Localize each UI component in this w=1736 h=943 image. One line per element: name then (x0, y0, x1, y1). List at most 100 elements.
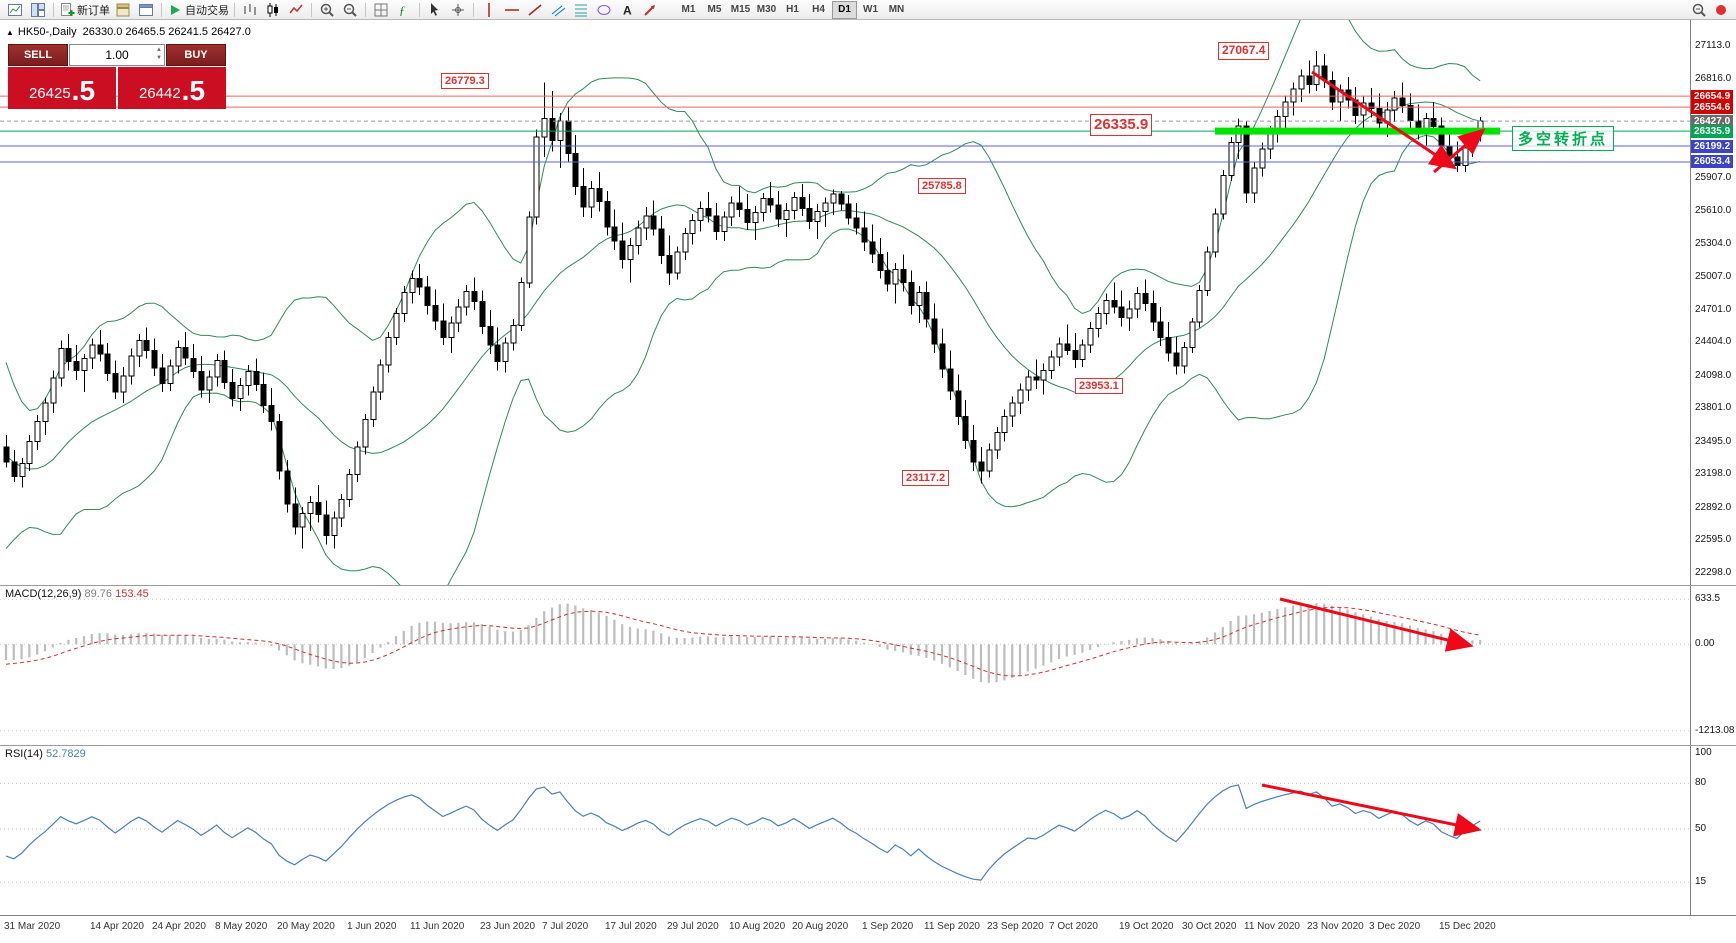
timeframe-group: M1 M5 M15 M30 H1 H4 D1 W1 MN (676, 0, 909, 19)
candlestick-chart-button[interactable] (262, 0, 284, 20)
horizontal-line-button[interactable] (501, 0, 523, 20)
time-axis-label: 29 Jul 2020 (667, 921, 719, 932)
volume-stepper[interactable]: ▲ ▼ (156, 46, 162, 62)
annotation-label[interactable]: 多空转折点 (1512, 126, 1615, 151)
volume-down-icon[interactable]: ▼ (156, 55, 162, 61)
data-window-button[interactable] (135, 0, 157, 20)
buy-button[interactable]: BUY (166, 44, 226, 66)
time-axis-label: 30 Oct 2020 (1182, 921, 1237, 932)
price-axis-label: 22595.0 (1695, 534, 1732, 545)
tile-windows-button[interactable] (370, 0, 392, 20)
arrows-button[interactable] (639, 0, 661, 20)
timeframe-D1[interactable]: D1 (832, 0, 857, 19)
time-axis-label: 14 Apr 2020 (90, 921, 144, 932)
trend-arrow-object[interactable] (1311, 70, 1457, 170)
panel-divider[interactable] (0, 745, 1736, 746)
profiles-button[interactable] (27, 0, 49, 20)
buy-price-display[interactable]: 26442.5 (118, 67, 226, 109)
fibo-icon (573, 2, 589, 18)
price-axis-label: 22892.0 (1695, 502, 1732, 513)
timeframe-M15[interactable]: M15 (730, 4, 751, 15)
macd-axis-label: 0.00 (1695, 638, 1715, 649)
channel-button[interactable] (547, 0, 569, 20)
rsi-trend-arrow[interactable] (1261, 783, 1482, 837)
time-axis[interactable]: 31 Mar 2020 14 Apr 2020 24 Apr 2020 8 May 2… (0, 915, 1736, 943)
trend-arrow-object[interactable] (1433, 128, 1486, 174)
time-axis-label: 1 Jun 2020 (347, 921, 397, 932)
new-chart-button[interactable] (4, 0, 26, 20)
chart-window[interactable]: ▲ HK50-,Daily 26330.0 26465.5 26241.5 2642… (0, 20, 1736, 943)
volume-up-icon[interactable]: ▲ (156, 47, 162, 53)
panel-divider[interactable] (0, 585, 1736, 586)
auto-trading-button[interactable]: 自动交易 (166, 0, 230, 20)
time-axis-label: 31 Mar 2020 (4, 921, 61, 932)
timeframe-W1[interactable]: W1 (863, 4, 878, 15)
new-order-button[interactable]: 新订单 (58, 0, 111, 20)
timeframe-MN[interactable]: MN (888, 4, 905, 15)
macd-panel-canvas (0, 597, 1690, 732)
fibonacci-button[interactable] (570, 0, 592, 20)
support-band-object[interactable] (1215, 127, 1500, 135)
vertical-line-button[interactable] (478, 0, 500, 20)
cursor-button[interactable] (424, 0, 446, 20)
macd-trend-arrow[interactable] (1279, 597, 1474, 652)
hline-icon (504, 2, 520, 18)
rsi-label: RSI(14) 52.7829 (5, 748, 86, 760)
text-button[interactable]: A (616, 0, 638, 20)
price-callout-label[interactable]: 23953.1 (1075, 378, 1123, 395)
alert-indicator[interactable] (1710, 0, 1732, 20)
crosshair-button[interactable] (447, 0, 469, 20)
time-axis-label: 11 Jun 2020 (410, 921, 465, 932)
sell-price-fraction: .5 (71, 75, 96, 106)
timeframe-H1[interactable]: H1 (786, 4, 799, 15)
price-callout-label[interactable]: 26335.9 (1090, 114, 1153, 136)
toolbar-separator (473, 2, 474, 17)
price-axis[interactable]: 27113.0 26816.0 25907.0 25610.0 25304.0 25007… (1690, 20, 1736, 915)
price-chart-canvas (0, 20, 1690, 585)
volume-input[interactable]: 1.00 ▲ ▼ (69, 44, 165, 66)
grid-icon (373, 2, 389, 18)
shapes-button[interactable] (593, 0, 615, 20)
time-axis-label: 17 Jul 2020 (605, 921, 657, 932)
price-callout-label[interactable]: 26779.3 (441, 73, 489, 90)
zoom-in-button[interactable] (316, 0, 338, 20)
timeframe-H4[interactable]: H4 (812, 4, 825, 15)
sell-button[interactable]: SELL (8, 44, 68, 66)
rsi-value: 52.7829 (45, 748, 86, 760)
price-callout-label[interactable]: 25785.8 (918, 178, 966, 195)
indicators-button[interactable]: ƒ (393, 0, 415, 20)
bar-chart-button[interactable] (239, 0, 261, 20)
time-axis-label: 1 Sep 2020 (862, 921, 914, 932)
line-icon (288, 2, 304, 18)
navigator-button[interactable] (112, 0, 134, 20)
search-button[interactable] (1688, 0, 1710, 20)
price-callout-label[interactable]: 23117.2 (902, 470, 950, 487)
one-click-collapse-icon[interactable]: ▲ (6, 28, 14, 37)
rsi-axis-label: 80 (1695, 777, 1707, 788)
time-axis-label: 20 May 2020 (277, 921, 335, 932)
timeframe-M1[interactable]: M1 (681, 4, 696, 15)
price-tag: 26427.0 (1691, 115, 1734, 128)
tline-icon (527, 2, 543, 18)
time-axis-label: 11 Sep 2020 (924, 921, 980, 932)
svg-text:A: A (623, 3, 632, 17)
zoom-out-button[interactable] (339, 0, 361, 20)
trendline-button[interactable] (524, 0, 546, 20)
price-callout-label[interactable]: 27067.4 (1218, 42, 1270, 60)
timeframe-M5[interactable]: M5 (707, 4, 722, 15)
toolbar-right-group (1688, 0, 1732, 20)
macd-value-main: 89.76 (84, 588, 113, 600)
price-axis-label: 22298.0 (1695, 567, 1732, 578)
toolbar-separator (234, 2, 235, 17)
line-chart-button[interactable] (285, 0, 307, 20)
sell-price-display[interactable]: 26425.5 (8, 67, 116, 109)
macd-axis-label: -1213.08 (1695, 725, 1735, 736)
candlestick-series (3, 51, 1484, 549)
timeframe-M30[interactable]: M30 (756, 4, 777, 15)
time-axis-label: 8 May 2020 (215, 921, 268, 932)
price-axis-label: 27113.0 (1695, 40, 1731, 51)
cursor-icon (427, 2, 443, 18)
window-icon (138, 2, 154, 18)
price-axis-label: 23801.0 (1695, 402, 1732, 413)
time-axis-label: 23 Jun 2020 (480, 921, 536, 932)
